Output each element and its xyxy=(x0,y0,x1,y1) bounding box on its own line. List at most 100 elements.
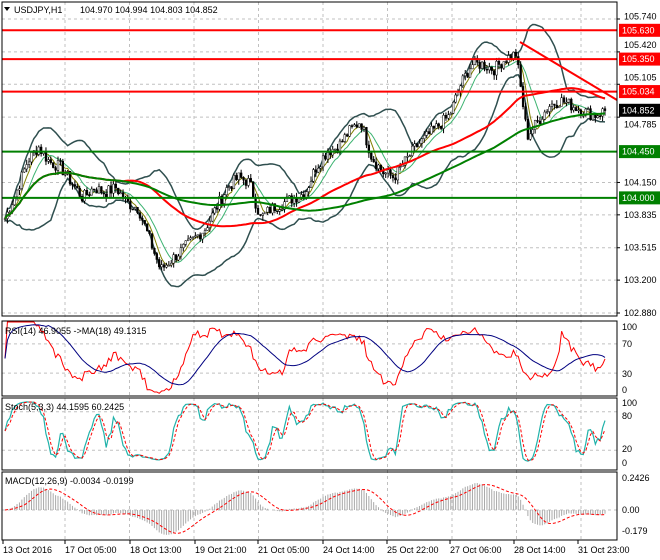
candle[interactable] xyxy=(97,186,101,194)
candle[interactable] xyxy=(61,160,64,176)
candle[interactable] xyxy=(500,64,503,69)
candle[interactable] xyxy=(341,140,344,143)
candle[interactable] xyxy=(30,152,33,163)
candle[interactable] xyxy=(203,230,207,234)
candle[interactable] xyxy=(437,123,440,127)
candle[interactable] xyxy=(105,193,108,198)
candle[interactable] xyxy=(333,148,337,151)
candle[interactable] xyxy=(78,187,81,197)
candle[interactable] xyxy=(18,188,21,191)
candle[interactable] xyxy=(307,187,310,192)
candle[interactable] xyxy=(136,207,139,214)
candle[interactable] xyxy=(268,207,272,214)
candle[interactable] xyxy=(223,194,226,204)
candle[interactable] xyxy=(146,223,149,232)
candle[interactable] xyxy=(23,168,26,173)
candle[interactable] xyxy=(112,183,115,194)
candle[interactable] xyxy=(100,186,103,194)
candle[interactable] xyxy=(312,169,315,182)
candle[interactable] xyxy=(348,125,351,137)
candle[interactable] xyxy=(276,210,279,213)
candle[interactable] xyxy=(239,172,243,178)
candle[interactable] xyxy=(261,213,264,216)
candle[interactable] xyxy=(562,97,566,103)
candle[interactable] xyxy=(570,98,573,111)
candle[interactable] xyxy=(56,160,60,171)
candle[interactable] xyxy=(365,127,368,146)
candle[interactable] xyxy=(413,143,416,147)
candle[interactable] xyxy=(420,138,424,144)
candle[interactable] xyxy=(283,201,286,210)
candle[interactable] xyxy=(220,196,224,204)
candle[interactable] xyxy=(107,185,110,198)
candle[interactable] xyxy=(44,151,48,162)
candle[interactable] xyxy=(355,124,358,128)
candle[interactable] xyxy=(541,119,544,124)
candle[interactable] xyxy=(377,164,380,169)
candle[interactable] xyxy=(567,98,571,103)
candle[interactable] xyxy=(131,208,134,211)
candle[interactable] xyxy=(319,166,322,169)
candle[interactable] xyxy=(189,237,192,240)
candle[interactable] xyxy=(495,60,498,76)
indicator-panels[interactable] xyxy=(4,321,606,535)
candle[interactable] xyxy=(471,64,474,70)
candle[interactable] xyxy=(362,127,366,130)
candle[interactable] xyxy=(343,134,346,142)
candle[interactable] xyxy=(346,134,349,137)
candle[interactable] xyxy=(143,220,146,225)
candle[interactable] xyxy=(218,196,221,210)
candle[interactable] xyxy=(73,184,77,187)
candle[interactable] xyxy=(447,114,450,119)
candle[interactable] xyxy=(109,185,113,194)
candle[interactable] xyxy=(227,186,231,188)
candle[interactable] xyxy=(586,108,590,110)
candle[interactable] xyxy=(546,111,549,113)
candle[interactable] xyxy=(199,234,202,240)
candle[interactable] xyxy=(244,179,248,186)
candle[interactable] xyxy=(524,106,527,120)
trendline[interactable] xyxy=(519,41,618,101)
candle[interactable] xyxy=(93,188,96,191)
candle[interactable] xyxy=(603,108,607,111)
candle[interactable] xyxy=(505,61,508,63)
candle[interactable] xyxy=(247,178,250,186)
candle[interactable] xyxy=(314,169,317,173)
candle[interactable] xyxy=(95,189,98,194)
candle[interactable] xyxy=(264,211,267,215)
candle[interactable] xyxy=(317,167,320,173)
candle[interactable] xyxy=(59,160,62,162)
candle[interactable] xyxy=(454,94,457,103)
candle[interactable] xyxy=(249,178,252,183)
candle[interactable] xyxy=(601,108,604,117)
candle[interactable] xyxy=(201,232,204,240)
candle[interactable] xyxy=(399,166,402,168)
candle[interactable] xyxy=(158,259,161,268)
candle[interactable] xyxy=(403,156,407,166)
candle[interactable] xyxy=(102,192,105,195)
candle[interactable] xyxy=(517,56,520,66)
candle[interactable] xyxy=(85,190,89,195)
candle[interactable] xyxy=(538,120,542,124)
candle[interactable] xyxy=(572,107,575,111)
candle[interactable] xyxy=(591,114,595,121)
candle[interactable] xyxy=(47,159,50,162)
candle[interactable] xyxy=(271,203,274,214)
candle[interactable] xyxy=(480,61,484,69)
candle[interactable] xyxy=(215,207,219,210)
candle[interactable] xyxy=(389,169,392,176)
candle[interactable] xyxy=(514,51,517,57)
candle[interactable] xyxy=(372,159,375,163)
candle[interactable] xyxy=(502,61,505,69)
candle[interactable] xyxy=(418,143,421,147)
candle[interactable] xyxy=(290,195,293,204)
candle[interactable] xyxy=(184,240,187,245)
candle[interactable] xyxy=(177,255,180,261)
candle[interactable] xyxy=(543,111,546,120)
candle[interactable] xyxy=(599,115,602,117)
candle[interactable] xyxy=(415,143,419,147)
candle[interactable] xyxy=(15,189,19,198)
candle[interactable] xyxy=(466,73,469,78)
candle[interactable] xyxy=(384,172,387,175)
